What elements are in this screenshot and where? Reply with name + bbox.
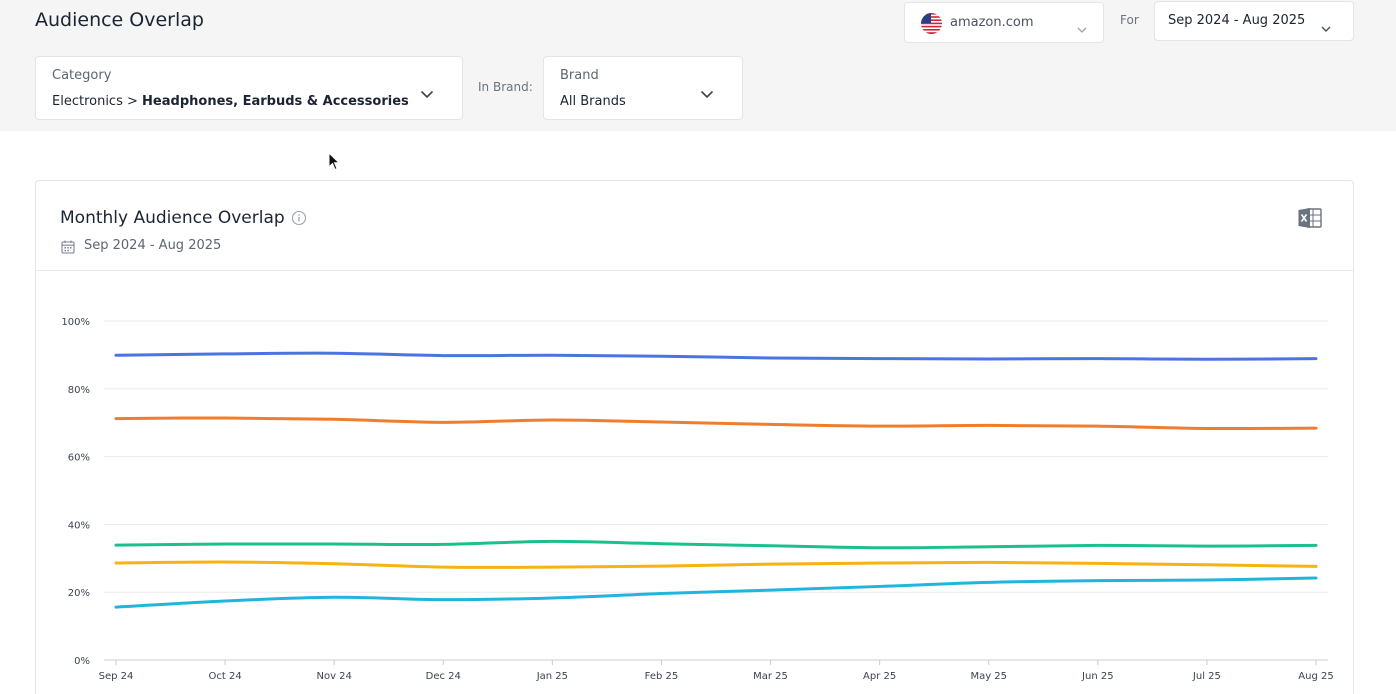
- category-label: Category: [52, 68, 112, 83]
- x-tick-label: Feb 25: [645, 671, 679, 682]
- x-tick-label: Aug 25: [1298, 671, 1333, 682]
- x-tick-label: Jan 25: [536, 671, 568, 682]
- filter-bar: Audience Overlap amazon.com For Sep 2024…: [0, 0, 1396, 131]
- card-title: Monthly Audience Overlap: [60, 208, 285, 228]
- for-label: For: [1120, 13, 1139, 27]
- brand-select[interactable]: Brand All Brands: [543, 56, 743, 120]
- y-tick-label: 60%: [68, 453, 90, 464]
- mouse-cursor-icon: [328, 151, 341, 171]
- brand-label: Brand: [560, 68, 599, 83]
- category-value: Electronics > Headphones, Earbuds & Acce…: [52, 94, 409, 109]
- chevron-down-icon: [420, 84, 434, 99]
- x-tick-label: Oct 24: [208, 671, 241, 682]
- y-tick-label: 100%: [61, 317, 90, 328]
- card-date-range: Sep 2024 - Aug 2025: [84, 238, 222, 253]
- x-tick-label: Jul 25: [1192, 671, 1221, 682]
- excel-export-icon[interactable]: [1298, 207, 1322, 229]
- monthly-overlap-card: Monthly Audience Overlap Sep 2024 - Aug …: [35, 180, 1354, 694]
- x-tick-label: Sep 24: [99, 671, 134, 682]
- category-child: Headphones, Earbuds & Accessories: [142, 94, 409, 109]
- x-tick-label: Jun 25: [1081, 671, 1114, 682]
- y-tick-label: 20%: [68, 588, 90, 599]
- category-select[interactable]: Category Electronics > Headphones, Earbu…: [35, 56, 463, 120]
- series-line-1[interactable]: [114, 351, 1318, 361]
- date-range-label: Sep 2024 - Aug 2025: [1168, 13, 1306, 28]
- site-label: amazon.com: [950, 15, 1034, 30]
- in-brand-label: In Brand:: [478, 80, 533, 94]
- card-header: Monthly Audience Overlap Sep 2024 - Aug …: [36, 181, 1353, 271]
- chevron-down-icon: [1321, 18, 1331, 32]
- date-range-select[interactable]: Sep 2024 - Aug 2025: [1154, 1, 1354, 41]
- us-flag-icon: [921, 13, 942, 34]
- series-line-2[interactable]: [114, 416, 1318, 431]
- chevron-down-icon: [700, 84, 714, 99]
- y-tick-label: 80%: [68, 385, 90, 396]
- x-tick-label: May 25: [970, 671, 1007, 682]
- x-tick-label: Apr 25: [863, 671, 896, 682]
- page-title: Audience Overlap: [35, 9, 204, 31]
- series-line-3[interactable]: [114, 539, 1318, 550]
- series-line-5[interactable]: [114, 576, 1318, 609]
- x-tick-label: Mar 25: [753, 671, 788, 682]
- y-tick-label: 0%: [74, 656, 90, 667]
- brand-value: All Brands: [560, 94, 626, 109]
- category-separator: >: [127, 94, 138, 109]
- chevron-down-icon: [1077, 19, 1087, 33]
- category-parent: Electronics: [52, 94, 123, 109]
- y-tick-label: 40%: [68, 520, 90, 531]
- site-select[interactable]: amazon.com: [904, 2, 1104, 43]
- x-tick-label: Nov 24: [316, 671, 351, 682]
- calendar-icon: [61, 239, 75, 254]
- series-line-4[interactable]: [114, 560, 1318, 569]
- x-tick-label: Dec 24: [426, 671, 461, 682]
- info-icon[interactable]: [291, 210, 307, 226]
